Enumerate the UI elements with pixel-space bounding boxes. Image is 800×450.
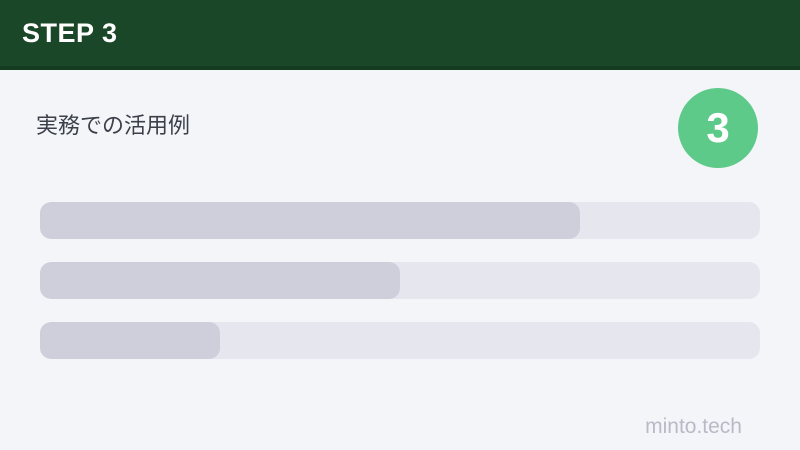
skeleton-bar-track (40, 262, 760, 299)
skeleton-bar-track (40, 322, 760, 359)
skeleton-bar-fill (40, 262, 400, 299)
page-title: 実務での活用例 (36, 113, 191, 138)
skeleton-bar-fill (40, 322, 220, 359)
step-header-bar: STEP 3 (0, 0, 800, 70)
skeleton-bars (40, 202, 760, 382)
watermark-text: minto.tech (645, 415, 742, 438)
skeleton-bar-track (40, 202, 760, 239)
step-header-label: STEP 3 (22, 17, 118, 48)
skeleton-bar-fill (40, 202, 580, 239)
step-number-badge: 3 (678, 88, 758, 168)
step-number-label: 3 (706, 104, 730, 151)
